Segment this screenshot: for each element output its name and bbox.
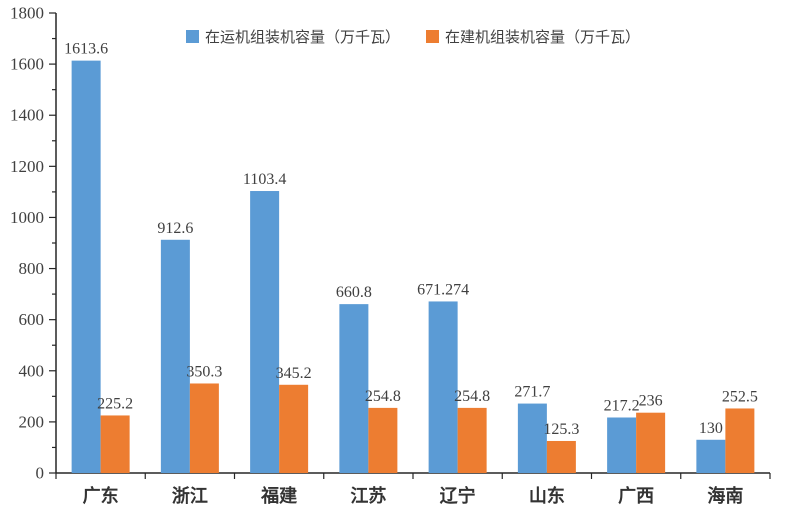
bar-under-construction-广西 xyxy=(636,412,666,473)
x-axis-category-label: 海南 xyxy=(707,485,743,506)
bar-operating-海南 xyxy=(696,439,726,473)
x-axis-category-label: 浙江 xyxy=(172,485,208,506)
bar-under-construction-江苏 xyxy=(368,407,398,473)
bar-data-label: 254.8 xyxy=(365,388,401,405)
bar-data-label: 1613.6 xyxy=(64,41,108,58)
y-axis-tick-label: 1000 xyxy=(10,208,44,227)
bar-operating-广东 xyxy=(71,60,101,473)
bar-under-construction-辽宁 xyxy=(457,407,487,473)
bar-operating-江苏 xyxy=(339,304,369,473)
bar-data-label: 236 xyxy=(639,393,663,410)
bar-under-construction-广东 xyxy=(100,415,130,473)
bar-data-label: 660.8 xyxy=(336,284,372,301)
x-axis-category-label: 广东 xyxy=(83,485,119,506)
bar-under-construction-浙江 xyxy=(189,383,219,473)
bar-operating-福建 xyxy=(250,191,280,473)
bar-data-label: 1103.4 xyxy=(243,171,286,188)
bar-operating-广西 xyxy=(607,417,637,473)
bar-data-label: 130 xyxy=(699,420,723,437)
bar-data-label: 671.274 xyxy=(417,281,469,298)
bar-under-construction-山东 xyxy=(546,440,576,473)
bar-data-label: 350.3 xyxy=(186,363,222,380)
bar-data-label: 217.2 xyxy=(604,397,640,414)
bar-data-label: 254.8 xyxy=(454,388,490,405)
y-axis-tick-label: 1400 xyxy=(10,106,44,125)
y-axis-tick-label: 400 xyxy=(19,361,45,380)
y-axis-tick-label: 800 xyxy=(19,259,45,278)
x-axis-category-label: 辽宁 xyxy=(440,485,476,506)
x-axis-category-label: 江苏 xyxy=(350,485,386,506)
x-axis-category-label: 山东 xyxy=(529,485,565,506)
bar-data-label: 271.7 xyxy=(514,384,550,401)
x-axis-category-label: 广西 xyxy=(618,485,654,506)
bar-operating-山东 xyxy=(517,403,547,473)
bar-data-label: 125.3 xyxy=(543,421,579,438)
y-axis-tick-label: 1800 xyxy=(10,4,44,23)
bar-data-label: 225.2 xyxy=(97,395,133,412)
bar-under-construction-福建 xyxy=(279,384,309,473)
bar-data-label: 252.5 xyxy=(722,388,758,405)
bar-data-label: 345.2 xyxy=(276,365,312,382)
bar-operating-浙江 xyxy=(160,239,190,473)
x-axis-category-label: 福建 xyxy=(260,485,297,506)
bar-under-construction-海南 xyxy=(725,408,755,473)
bar-data-label: 912.6 xyxy=(157,220,193,237)
y-axis-tick-label: 600 xyxy=(19,310,45,329)
y-axis-tick-label: 200 xyxy=(19,412,45,431)
y-axis-tick-label: 1200 xyxy=(10,157,44,176)
y-axis-tick-label: 1600 xyxy=(10,55,44,74)
bar-operating-辽宁 xyxy=(428,301,458,473)
y-axis-tick-label: 0 xyxy=(36,464,45,483)
